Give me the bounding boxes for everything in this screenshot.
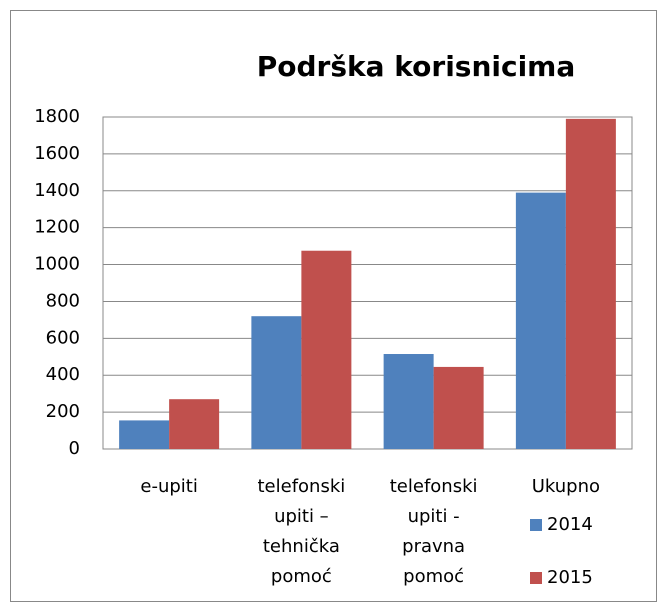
- label-line: upiti -: [408, 506, 460, 527]
- bar: [251, 316, 302, 449]
- y-tick-label: 1800: [34, 106, 80, 127]
- y-tick-label: 1400: [34, 180, 80, 201]
- bar: [119, 420, 170, 449]
- legend-swatch: [530, 572, 542, 584]
- bar: [565, 118, 616, 449]
- legend-label: 2014: [547, 514, 593, 535]
- y-tick-label: 1600: [34, 143, 80, 164]
- label-line: e-upiti: [140, 476, 197, 497]
- bar: [433, 366, 484, 449]
- bar: [169, 399, 220, 449]
- label-line: telefonski: [257, 476, 345, 497]
- y-tick-label: 1200: [34, 217, 80, 238]
- label-line: upiti –: [274, 506, 329, 527]
- y-tick-label: 0: [69, 438, 80, 459]
- y-tick-label: 200: [46, 401, 80, 422]
- label-line: pomoć: [403, 566, 464, 587]
- bar: [383, 354, 434, 449]
- y-tick-label: 800: [46, 290, 80, 311]
- y-tick-label: 400: [46, 364, 80, 385]
- bar: [515, 192, 566, 449]
- x-tick-label: telefonski upiti – tehnička pomoć: [257, 476, 345, 587]
- y-tick-label: 600: [46, 327, 80, 348]
- label-line: Ukupno: [532, 476, 600, 497]
- legend-swatch: [530, 519, 542, 531]
- x-tick-label: Ukupno: [532, 476, 600, 497]
- chart-title: Podrška korisnicima: [257, 50, 576, 83]
- x-tick-label: e-upiti: [140, 476, 197, 497]
- label-line: pravna: [402, 536, 465, 557]
- plot-area: [102, 116, 633, 450]
- x-tick-label: telefonski upiti - pravna pomoć: [390, 476, 478, 587]
- legend-label: 2015: [547, 567, 593, 588]
- bar: [301, 250, 352, 449]
- label-line: pomoć: [271, 566, 332, 587]
- label-line: tehnička: [263, 536, 340, 557]
- y-tick-label: 1000: [34, 254, 80, 275]
- label-line: telefonski: [390, 476, 478, 497]
